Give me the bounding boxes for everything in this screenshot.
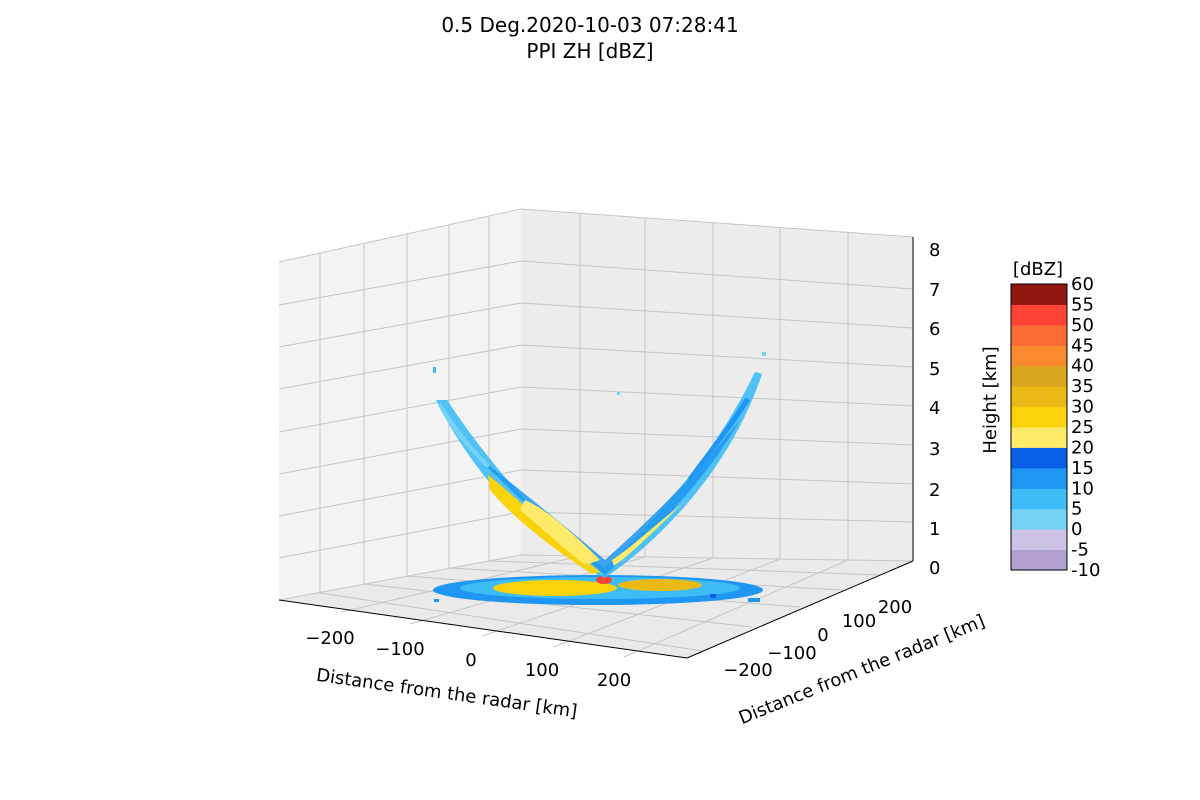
axis-edges — [278, 237, 914, 659]
echo-speck — [433, 367, 436, 373]
floor-echo-speck — [710, 594, 716, 598]
cone-inner-blue — [470, 420, 740, 575]
echo-speck — [762, 352, 766, 356]
z-tick-label: 4 — [929, 398, 940, 419]
cone-yellow-patch — [520, 500, 600, 565]
colorbar-bin — [1011, 488, 1067, 510]
y-tick-label: −200 — [723, 660, 772, 681]
colorbar-tick-label: 60 — [1071, 274, 1094, 295]
colorbar-bin — [1011, 508, 1067, 530]
colorbar-label: [dBZ] — [1013, 259, 1063, 280]
colorbar-tick-label: 35 — [1071, 376, 1094, 397]
colorbar-bin — [1011, 529, 1067, 551]
y-tick-label: 200 — [878, 597, 912, 618]
colorbar-tick-label: 45 — [1071, 335, 1094, 356]
colorbar-bin — [1011, 386, 1067, 408]
x-tick-label: 100 — [525, 660, 559, 681]
left-pane — [279, 209, 521, 600]
cone-left-streak — [438, 402, 490, 468]
colorbar-tick-label: -10 — [1071, 560, 1100, 581]
chart-title: 0.5 Deg.2020-10-03 07:28:41 — [441, 13, 739, 37]
z-tick-label: 3 — [929, 439, 940, 460]
x-tick-label: −100 — [375, 639, 424, 660]
colorbar-tick-label: 5 — [1071, 499, 1082, 520]
y-tick-label: −100 — [767, 643, 816, 664]
colorbar-bins — [1011, 284, 1067, 571]
floor-echo-yellow-right — [618, 579, 702, 591]
radar-data — [433, 352, 766, 605]
echo-speck — [617, 392, 620, 395]
z-tick-label: 2 — [929, 480, 940, 501]
z-axis: 0 1 2 3 4 5 6 7 8 Height [km] — [929, 240, 1001, 579]
colorbar-bin — [1011, 549, 1067, 571]
colorbar-tick-label: 30 — [1071, 397, 1094, 418]
colorbar-tick-label: 55 — [1071, 294, 1094, 315]
colorbar-bin — [1011, 406, 1067, 428]
x-tick-label: −200 — [305, 628, 354, 649]
colorbar-bin — [1011, 284, 1067, 305]
colorbar-frame — [1010, 283, 1068, 571]
colorbar-tick-label: -5 — [1071, 540, 1089, 561]
colorbar-tick-label: 15 — [1071, 458, 1094, 479]
cone-yellow-right — [612, 498, 690, 566]
y-tick-label: 100 — [842, 611, 876, 632]
colorbar-bin — [1011, 467, 1067, 489]
x-tick-label: 0 — [465, 650, 476, 671]
chart-subtitle: PPI ZH [dBZ] — [526, 39, 654, 63]
colorbar-tick-label: 40 — [1071, 356, 1094, 377]
colorbar-bin — [1011, 304, 1067, 326]
z-tick-label: 5 — [929, 359, 940, 380]
colorbar-tick-label: 10 — [1071, 478, 1094, 499]
colorbar-bin — [1011, 365, 1067, 387]
z-tick-label: 0 — [929, 558, 940, 579]
floor-echo-core — [596, 576, 612, 584]
floor-echo-yellow-left — [493, 580, 617, 596]
z-tick-label: 7 — [929, 280, 940, 301]
floor-echo-speck — [434, 599, 439, 602]
z-axis-label: Height [km] — [980, 346, 1001, 453]
colorbar-bin — [1011, 447, 1067, 469]
y-tick-label: 0 — [817, 625, 828, 646]
colorbar-bin — [1011, 427, 1067, 448]
floor-echo-speck — [748, 598, 760, 602]
z-tick-label: 1 — [929, 519, 940, 540]
chart-title-block: 0.5 Deg.2020-10-03 07:28:41 PPI ZH [dBZ] — [0, 12, 1180, 64]
colorbar-bin — [1011, 345, 1067, 367]
x-tick-label: 200 — [597, 670, 631, 691]
axes-panes — [278, 208, 914, 659]
z-tick-label: 8 — [929, 240, 940, 261]
colorbar-tick-label: 0 — [1071, 519, 1082, 540]
colorbar-tick-label: 25 — [1071, 417, 1094, 438]
floor-pane — [279, 555, 913, 658]
colorbar-tick-label: 20 — [1071, 437, 1094, 458]
colorbar-bin — [1011, 324, 1067, 346]
colorbar-tick-label: 50 — [1071, 315, 1094, 336]
cone-right-streak — [688, 398, 750, 480]
z-tick-label: 6 — [929, 319, 940, 340]
